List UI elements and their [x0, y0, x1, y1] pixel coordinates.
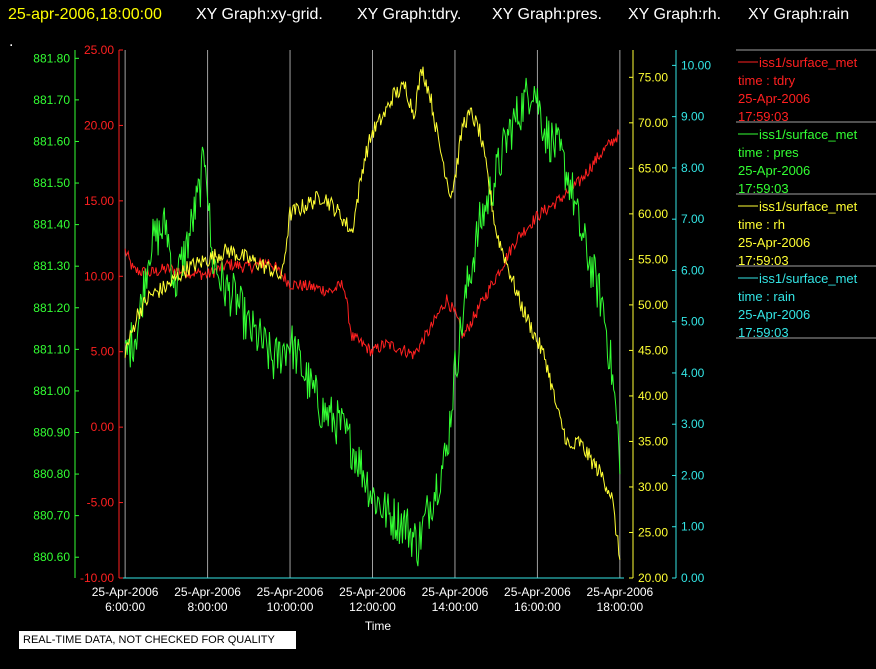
legend-entry-text: time : pres — [738, 145, 799, 160]
tdry-tick-label: -10.00 — [80, 571, 114, 585]
rh-tick-label: 30.00 — [638, 480, 668, 494]
rain-tick-label: 7.00 — [681, 212, 705, 226]
legend-entry-text: time : rh — [738, 217, 785, 232]
pres-tick-label: 880.90 — [33, 425, 70, 439]
rain-tick-label: 8.00 — [681, 161, 705, 175]
legend-entry-text: time : rain — [738, 289, 795, 304]
header-graph-1: XY Graph:xy-grid. — [196, 6, 323, 23]
tdry-tick-label: 25.00 — [84, 43, 114, 57]
pres-tick-label: 881.30 — [33, 259, 70, 273]
rh-tick-label: 65.00 — [638, 161, 668, 175]
x-tick-time: 16:00:00 — [514, 600, 561, 614]
rain-tick-label: 2.00 — [681, 468, 705, 482]
x-tick-time: 12:00:00 — [349, 600, 396, 614]
x-tick-date: 25-Apr-2006 — [257, 585, 324, 599]
x-axis-label: Time — [365, 619, 392, 633]
pres-tick-label: 880.80 — [33, 467, 70, 481]
pres-tick-label: 881.10 — [33, 342, 70, 356]
rh-tick-label: 75.00 — [638, 70, 668, 84]
header-graph-4: XY Graph:rh. — [628, 6, 721, 23]
rh-tick-label: 40.00 — [638, 389, 668, 403]
rh-tick-label: 70.00 — [638, 116, 668, 130]
quality-note: REAL-TIME DATA, NOT CHECKED FOR QUALITY — [19, 631, 296, 649]
tdry-series-line — [124, 129, 621, 360]
legend-entry-text: iss1/surface_met — [759, 127, 858, 142]
legend-entry-text: 17:59:03 — [738, 109, 789, 124]
tdry-tick-label: 0.00 — [91, 420, 115, 434]
rain-tick-label: 5.00 — [681, 315, 705, 329]
pres-tick-label: 881.20 — [33, 301, 70, 315]
header-graph-2: XY Graph:tdry. — [357, 6, 461, 23]
header-graph-5: XY Graph:rain — [748, 6, 849, 23]
series-lines — [124, 66, 621, 579]
rain-tick-label: 10.00 — [681, 58, 711, 72]
legend-entry-text: 25-Apr-2006 — [738, 91, 810, 106]
rh-tick-label: 20.00 — [638, 571, 668, 585]
tdry-tick-label: -5.00 — [87, 496, 115, 510]
x-tick-date: 25-Apr-2006 — [504, 585, 571, 599]
legend-entry-text: 17:59:03 — [738, 325, 789, 340]
x-tick-time: 8:00:00 — [188, 600, 228, 614]
rh-tick-label: 25.00 — [638, 525, 668, 539]
x-tick-time: 14:00:00 — [432, 600, 479, 614]
pres-tick-label: 881.00 — [33, 384, 70, 398]
tdry-tick-label: 15.00 — [84, 194, 114, 208]
rain-tick-label: 0.00 — [681, 571, 705, 585]
legend-entry-text: 17:59:03 — [738, 181, 789, 196]
x-tick-time: 10:00:00 — [267, 600, 314, 614]
x-tick-date: 25-Apr-2006 — [92, 585, 159, 599]
rain-tick-label: 1.00 — [681, 520, 705, 534]
x-tick-date: 25-Apr-2006 — [587, 585, 654, 599]
x-tick-time: 6:00:00 — [105, 600, 145, 614]
tdry-tick-label: 20.00 — [84, 118, 114, 132]
x-tick-time: 18:00:00 — [597, 600, 644, 614]
legend-entry-text: 25-Apr-2006 — [738, 235, 810, 250]
rh-tick-label: 35.00 — [638, 434, 668, 448]
header-graph-3: XY Graph:pres. — [492, 6, 602, 23]
legend-entry-text: time : tdry — [738, 73, 796, 88]
legend-entry-text: 25-Apr-2006 — [738, 307, 810, 322]
x-tick-date: 25-Apr-2006 — [422, 585, 489, 599]
rain-tick-label: 3.00 — [681, 417, 705, 431]
tdry-tick-label: 5.00 — [91, 345, 115, 359]
rh-series-line — [124, 66, 621, 560]
legend-entry-text: 25-Apr-2006 — [738, 163, 810, 178]
pres-series-line — [124, 77, 621, 567]
pres-tick-label: 880.60 — [33, 550, 70, 564]
tdry-tick-label: 10.00 — [84, 269, 114, 283]
x-tick-date: 25-Apr-2006 — [339, 585, 406, 599]
pres-tick-label: 881.70 — [33, 93, 70, 107]
pres-tick-label: 881.40 — [33, 218, 70, 232]
legend-entry-text: iss1/surface_met — [759, 199, 858, 214]
legend-entry-text: iss1/surface_met — [759, 271, 858, 286]
rh-tick-label: 50.00 — [638, 298, 668, 312]
pres-tick-label: 881.80 — [33, 51, 70, 65]
rh-tick-label: 60.00 — [638, 207, 668, 221]
header-dot: . — [9, 33, 13, 50]
pres-tick-label: 881.50 — [33, 176, 70, 190]
rh-tick-label: 45.00 — [638, 343, 668, 357]
rain-tick-label: 6.00 — [681, 263, 705, 277]
rh-tick-label: 55.00 — [638, 252, 668, 266]
legend-entry-text: iss1/surface_met — [759, 55, 858, 70]
grid-lines — [124, 50, 621, 578]
pres-tick-label: 881.60 — [33, 134, 70, 148]
rain-tick-label: 4.00 — [681, 366, 705, 380]
x-tick-date: 25-Apr-2006 — [174, 585, 241, 599]
axes: 25-Apr-20066:00:0025-Apr-20068:00:0025-A… — [33, 43, 711, 614]
pres-tick-label: 880.70 — [33, 509, 70, 523]
header-date: 25-apr-2006,18:00:00 — [8, 6, 162, 23]
rain-tick-label: 9.00 — [681, 110, 705, 124]
legend-entry-text: 17:59:03 — [738, 253, 789, 268]
